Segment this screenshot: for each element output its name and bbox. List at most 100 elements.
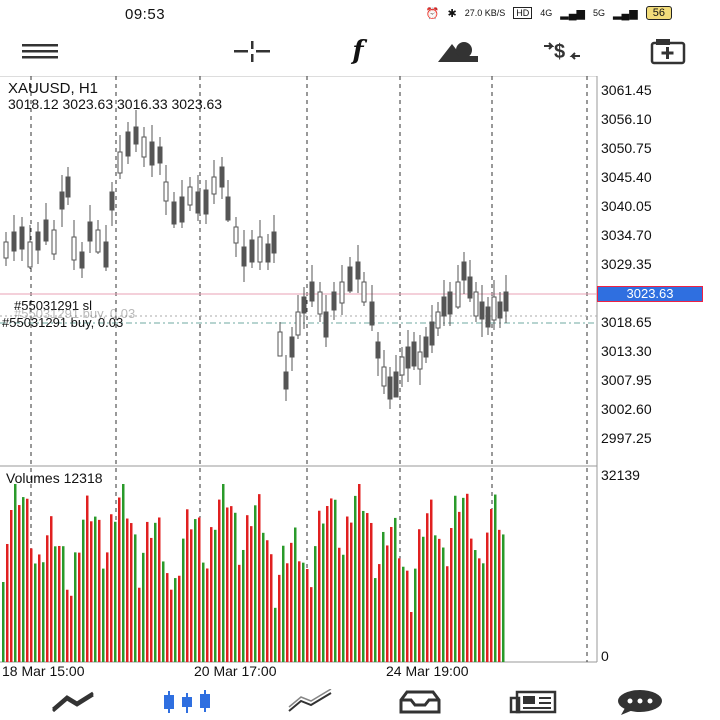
nav-news[interactable] [504, 686, 564, 718]
candle-body [355, 261, 361, 280]
volume-bar [230, 506, 233, 662]
volume-bar [154, 522, 157, 662]
volume-bar [282, 545, 285, 662]
candle-body [19, 226, 25, 250]
order-sl-label[interactable]: #55031291 sl [14, 298, 93, 313]
nav-chart[interactable] [158, 686, 218, 718]
new-order-button[interactable] [646, 36, 690, 66]
volume-bar [6, 543, 9, 662]
candle-body [249, 239, 255, 263]
candle-body [265, 243, 271, 263]
volume-bar [478, 558, 481, 662]
volume-bar [210, 527, 213, 662]
candle-body [339, 281, 345, 304]
volume-bar [202, 562, 205, 662]
candle-body [491, 296, 497, 321]
candle-body [467, 276, 473, 299]
volume-bar [382, 531, 385, 662]
volume-bar [198, 517, 201, 662]
candle-body [497, 301, 503, 319]
volume-bar [62, 546, 65, 662]
volume-bar [190, 529, 193, 662]
nav-trade[interactable] [280, 686, 340, 718]
volume-bar [42, 562, 45, 662]
volume-bar [54, 546, 57, 662]
price-axis-label: 3050.75 [601, 140, 652, 156]
volume-bar [138, 587, 141, 662]
volume-bar [46, 535, 49, 662]
candle-body [233, 226, 239, 244]
candle-body [51, 229, 57, 255]
volume-bar [126, 518, 129, 662]
candle-body [301, 296, 307, 314]
indicators-button[interactable]: f [336, 36, 380, 66]
hd-badge: HD [513, 7, 533, 19]
volume-bar [334, 499, 337, 662]
volume-bar [350, 522, 353, 662]
volume-bar [366, 513, 369, 662]
volume-bar [310, 587, 313, 662]
volume-bar [318, 510, 321, 662]
trade-nav-icon [288, 689, 332, 712]
volume-bar [482, 563, 485, 662]
nav-quotes[interactable] [44, 686, 104, 718]
candle-body [203, 189, 209, 215]
candle-body [43, 219, 49, 242]
price-axis-label: 3061.45 [601, 82, 652, 98]
candle-body [417, 351, 423, 370]
trade-button[interactable]: $ [540, 36, 584, 66]
menu-button[interactable] [18, 36, 62, 66]
price-axis-label: 3045.40 [601, 169, 652, 185]
volume-bar [338, 547, 341, 662]
volume-bar [326, 506, 329, 662]
candle-body [117, 151, 123, 174]
candle-body [331, 291, 337, 311]
volume-bar [454, 495, 457, 662]
volume-bar [410, 612, 413, 662]
volume-bar [402, 566, 405, 662]
signal-4g: 4G [540, 8, 553, 18]
volume-bar [262, 532, 265, 662]
candle-body [163, 181, 169, 202]
candle-body [393, 371, 399, 398]
candle-body [473, 291, 479, 317]
volume-bar [354, 495, 357, 662]
order-buy-label[interactable]: #55031291 buy, 0.03 [2, 315, 124, 330]
volume-bar [294, 527, 297, 662]
nav-messages[interactable] [610, 686, 670, 718]
volume-bar [398, 558, 401, 662]
net-speed: 27.0 KB/S [464, 8, 506, 18]
candle-body [435, 311, 441, 329]
candle-body [387, 376, 393, 400]
volume-bar [290, 542, 293, 662]
volume-bar [246, 515, 249, 662]
volume-bar [374, 578, 377, 662]
volume-bar [258, 494, 261, 662]
candle-body [347, 266, 353, 292]
candle-body [461, 261, 467, 281]
candle-body [71, 236, 77, 261]
objects-button[interactable] [436, 36, 480, 66]
chart-toolbar: f $ [0, 30, 720, 72]
news-nav-icon [509, 690, 557, 714]
candle-body [219, 166, 225, 188]
volume-bar [50, 516, 53, 662]
crosshair-button[interactable] [230, 36, 274, 66]
volume-bar [30, 548, 33, 662]
price-chart[interactable] [0, 76, 720, 666]
current-price-tag: 3023.63 [597, 286, 703, 302]
volume-bar [302, 562, 305, 662]
volume-bar [418, 529, 421, 662]
volume-bar [502, 534, 505, 662]
volume-bar [110, 514, 113, 662]
candle-body [441, 296, 447, 317]
volume-bar [358, 484, 361, 662]
volume-bar [466, 493, 469, 662]
volume-bar [250, 526, 253, 662]
volume-bar [438, 538, 441, 662]
volume-axis-max: 32139 [601, 467, 640, 483]
price-axis-label: 3029.35 [601, 256, 652, 272]
status-bar: 09:53 ⏰ ✱ 27.0 KB/S HD 4G ▂▄▆ 5G ▂▄▆ 56 [0, 0, 720, 30]
nav-history[interactable] [390, 686, 450, 718]
function-icon: f [352, 36, 364, 66]
